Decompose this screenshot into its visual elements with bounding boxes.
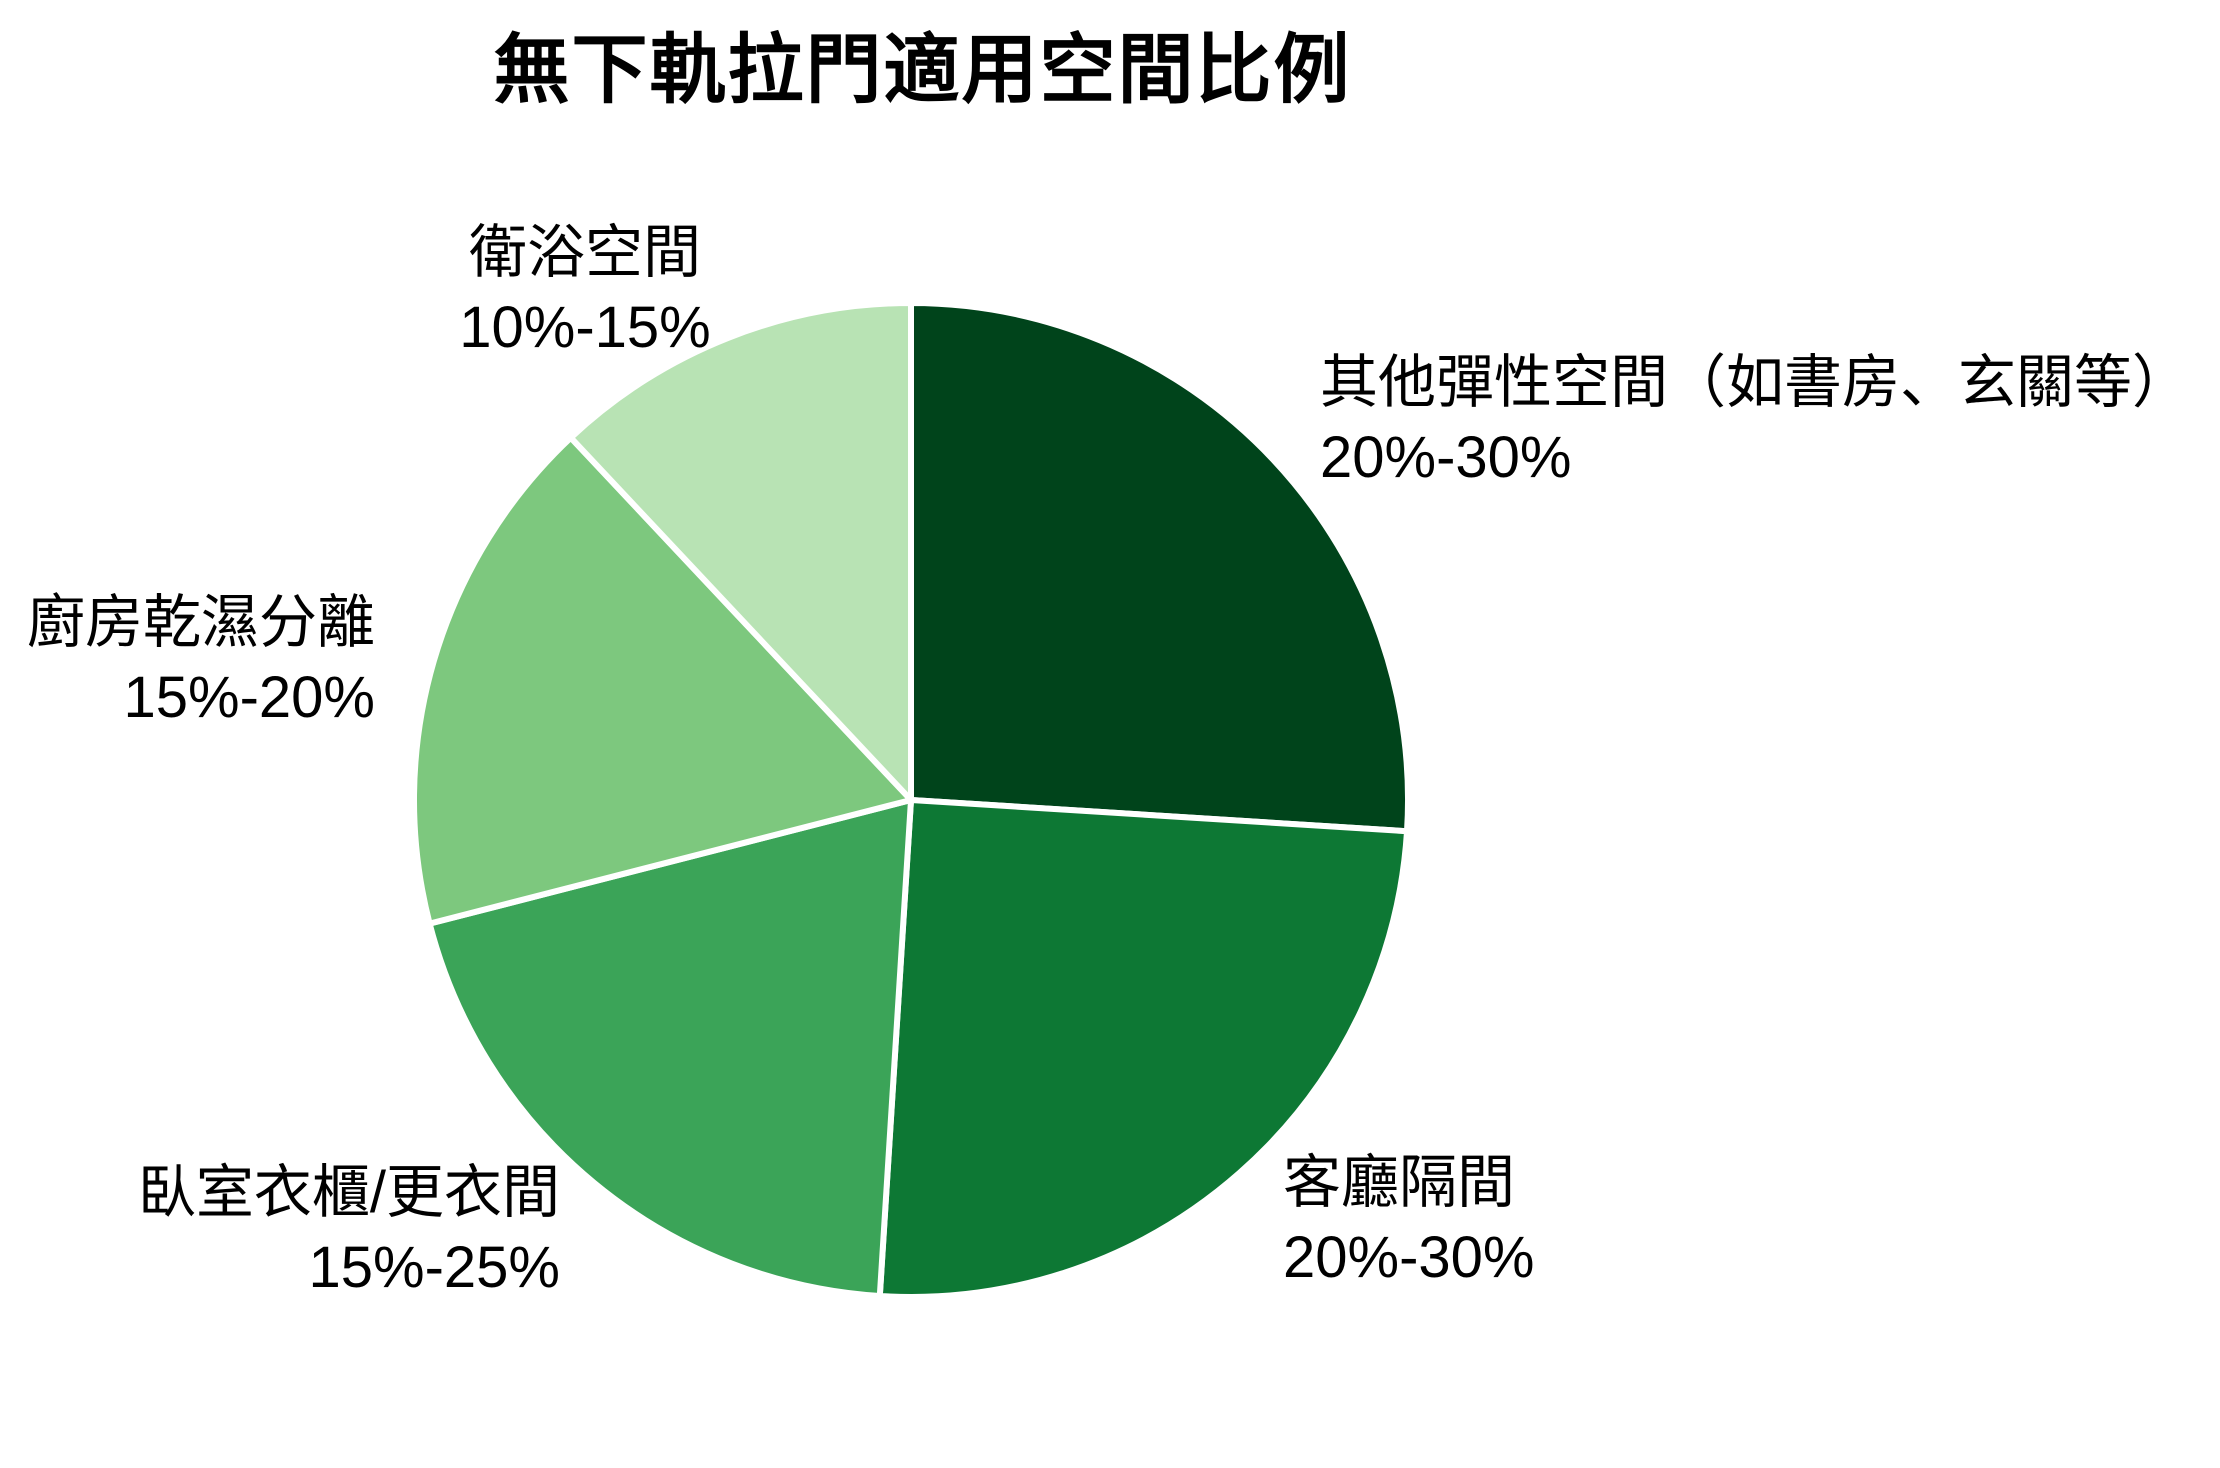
pie-slice-bedroom-wardrobe-dressing — [426, 797, 914, 1300]
slice-label-kitchen-dry-wet-separation: 廚房乾濕分離 15%-20% — [18, 585, 375, 736]
pie-slice-other-flexible-space — [908, 300, 1411, 835]
slice-label-text: 臥室衣櫃/更衣間 — [137, 1160, 560, 1225]
slice-label-living-room-partition: 客廳隔間 20%-30% — [1283, 1145, 1534, 1296]
slice-label-text: 衛浴空間 — [468, 220, 701, 285]
slice-label-range: 20%-30% — [1320, 425, 1572, 491]
slice-label-text: 客廳隔間 — [1283, 1150, 1516, 1215]
slice-label-other-flexible-space: 其他彈性空間（如書房、玄關等） 20%-30% — [1320, 345, 2190, 496]
slice-label-text: 廚房乾濕分離 — [26, 590, 375, 655]
pie-slice-living-room-partition — [876, 797, 1411, 1300]
slice-label-range: 15%-25% — [308, 1235, 560, 1301]
chart-title: 無下軌拉門適用空間比例 — [493, 28, 1352, 113]
slice-label-range: 20%-30% — [1283, 1225, 1535, 1291]
slice-label-range: 15%-20% — [123, 665, 375, 731]
slice-label-range: 10%-15% — [459, 295, 711, 361]
pie-slice-bathroom-space — [567, 300, 914, 803]
slice-label-bathroom-space: 衛浴空間 10%-15% — [420, 215, 750, 366]
slice-label-bedroom-wardrobe-dressing: 臥室衣櫃/更衣間 15%-25% — [90, 1155, 560, 1306]
pie-slice-kitchen-dry-wet-separation — [411, 434, 914, 927]
slice-label-text: 其他彈性空間（如書房、玄關等） — [1320, 350, 2191, 415]
